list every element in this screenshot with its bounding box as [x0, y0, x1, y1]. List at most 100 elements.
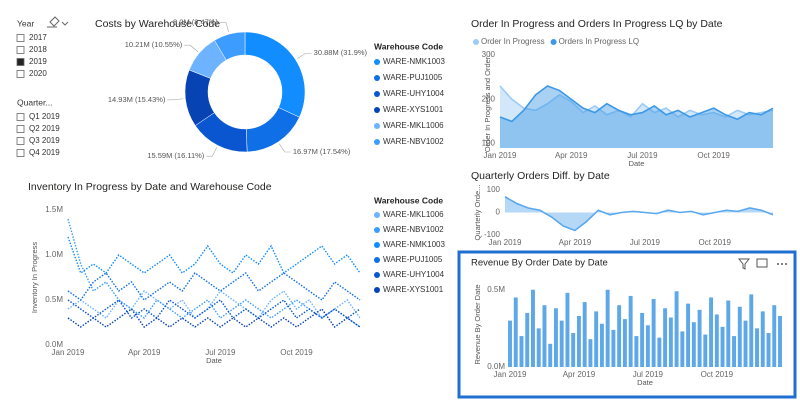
chart-title: Quarterly Orders Diff. by Date [471, 170, 610, 182]
slicer-item[interactable]: Q1 2019 [29, 112, 60, 121]
bar [726, 300, 731, 367]
legend-marker [473, 39, 479, 45]
data-label: 30.88M (31.9%) [314, 48, 368, 57]
slicer-checkbox[interactable] [16, 113, 25, 121]
bar [691, 322, 696, 367]
x-axis-title: Date [206, 356, 222, 365]
y-tick-label: 200 [482, 94, 496, 103]
chart-title: Revenue By Order Date by Date [471, 258, 608, 269]
bar [778, 316, 782, 367]
legend-label[interactable]: WARE-XYS1001 [383, 105, 444, 114]
bar [628, 295, 633, 367]
bar [697, 309, 702, 367]
x-axis-title: Date [637, 378, 653, 387]
bar [686, 303, 691, 367]
slicer-icons[interactable] [47, 16, 69, 28]
slicer-checkbox[interactable] [16, 125, 25, 133]
slicer-checkbox[interactable] [16, 137, 25, 145]
x-tick-label: Oct 2019 [697, 151, 730, 160]
legend-label: WARE-NMK1003 [383, 240, 445, 249]
bar [743, 320, 748, 367]
bar [513, 297, 518, 367]
area-fill [500, 86, 773, 148]
x-tick-label: Apr 2019 [128, 348, 161, 357]
x-tick-label: Oct 2019 [280, 348, 313, 357]
legend-marker [374, 75, 380, 81]
x-tick-label: Apr 2019 [555, 151, 588, 160]
legend-marker [374, 242, 380, 248]
more-options-icon[interactable] [777, 263, 787, 265]
bar [737, 306, 742, 367]
chevron-icon[interactable] [61, 21, 69, 26]
slicer-item[interactable]: Q2 2019 [29, 124, 60, 133]
slicer-item[interactable]: Q3 2019 [29, 136, 60, 145]
bar [657, 337, 662, 367]
x-tick-label: Oct 2019 [701, 370, 734, 379]
legend-label[interactable]: WARE-NBV1002 [383, 137, 444, 146]
leader-line [184, 44, 199, 52]
slicer-title: Year [17, 18, 34, 28]
eraser-icon[interactable] [47, 16, 60, 28]
bar [645, 325, 650, 367]
filter-icon[interactable] [737, 258, 751, 270]
y-tick-label: 1.0M [45, 250, 63, 259]
bar [542, 305, 547, 367]
donut-slice[interactable] [244, 31, 306, 118]
bar [651, 299, 656, 367]
legend-label: WARE-MKL1006 [383, 210, 444, 219]
slicer-item[interactable]: 2019 [29, 57, 47, 66]
legend-marker [550, 39, 557, 45]
series-line [67, 308, 361, 328]
legend-label: WARE-XYS1001 [383, 285, 444, 294]
slicer-checkbox[interactable] [16, 70, 25, 78]
x-tick-label: Jan 2019 [489, 238, 522, 247]
slicer-item[interactable]: 2018 [29, 45, 47, 54]
y-tick-label: 0.5M [45, 295, 63, 304]
x-tick-label: Jan 2019 [494, 370, 527, 379]
slicer-checkbox[interactable] [16, 149, 25, 157]
donut-slice[interactable] [246, 107, 300, 153]
slicer-checkbox[interactable] [16, 46, 25, 54]
donut-slice[interactable] [214, 31, 246, 61]
series-line [67, 218, 361, 328]
bar [548, 343, 553, 367]
selected-visual-border[interactable] [457, 250, 797, 399]
x-tick-label: Jan 2019 [484, 151, 517, 160]
legend-label[interactable]: WARE-PUJ1005 [383, 73, 443, 82]
slicer-item[interactable]: 2017 [29, 33, 47, 42]
bar [703, 334, 708, 367]
legend-marker [374, 107, 380, 113]
series-line [67, 272, 361, 301]
legend-label[interactable]: WARE-MKL1006 [383, 121, 444, 130]
legend-marker [374, 59, 380, 65]
leader-line [206, 147, 218, 157]
legend-label[interactable]: WARE-UHY1004 [383, 89, 445, 98]
visual-header-icons[interactable] [737, 258, 787, 270]
x-tick-label: Jul 2019 [630, 238, 661, 247]
legend-label: WARE-UHY1004 [383, 270, 445, 279]
legend-marker [374, 272, 380, 278]
slicer-checkbox[interactable] [16, 34, 25, 42]
bar [714, 314, 719, 367]
slicer-item[interactable]: Q4 2019 [29, 148, 60, 157]
bar [582, 302, 587, 367]
legend-label: WARE-PUJ1005 [383, 255, 443, 264]
data-label: 16.97M (17.54%) [293, 147, 351, 156]
bar [766, 333, 771, 367]
series-line [67, 236, 361, 275]
focus-mode-icon[interactable] [756, 258, 768, 268]
bar [571, 333, 576, 367]
slicer-item[interactable]: 2020 [29, 69, 47, 78]
y-tick-label: 0.0M [487, 362, 505, 371]
bar [663, 308, 668, 367]
slicer-checkbox[interactable] [16, 58, 25, 66]
bar [605, 289, 610, 367]
x-tick-label: Jul 2019 [205, 348, 236, 357]
series-line [504, 196, 774, 232]
y-axis-title: Inventory In Progress [30, 242, 39, 314]
y-axis-title: Quarterly Orde... [473, 185, 482, 241]
legend-label[interactable]: WARE-NMK1003 [383, 57, 445, 66]
legend-label: WARE-NBV1002 [383, 225, 444, 234]
